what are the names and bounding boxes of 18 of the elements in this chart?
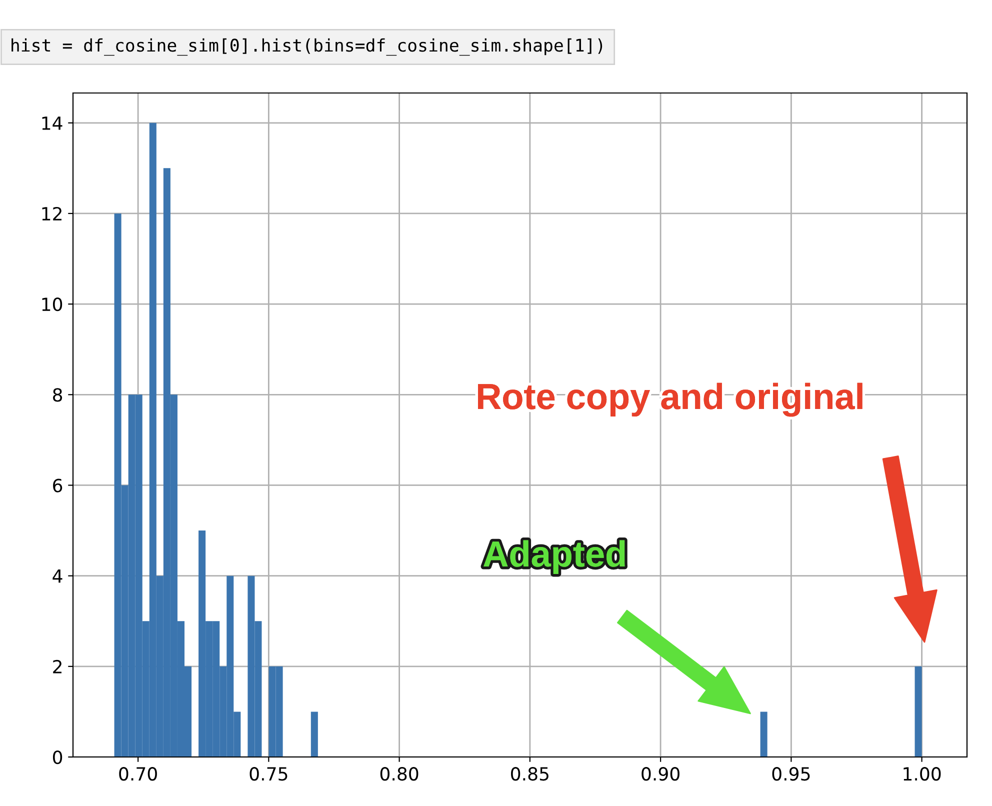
y-tick-label: 0 (52, 750, 62, 764)
y-tick-label: 10 (42, 298, 62, 312)
x-tick-label: 0.70 (119, 767, 157, 781)
x-tick-label: 0.90 (642, 767, 680, 781)
text: hist = df_cosine_sim[0].hist(bins=df_cosine_sim.shape[1]) (12, 38, 602, 56)
y-tick-label: 12 (42, 206, 62, 220)
annotation: Adapted (484, 540, 625, 574)
y-tick-label: 2 (53, 660, 62, 674)
y-tick-label: 14 (42, 116, 62, 130)
x-tick-label: 0.75 (250, 767, 288, 781)
x-tick-label: 0.95 (772, 767, 810, 781)
annotation: Rote copy and original (478, 382, 862, 417)
y-tick-label: 4 (52, 570, 62, 583)
y-tick-label: 6 (53, 478, 62, 492)
y-tick-label: 8 (53, 388, 62, 402)
x-tick-label: 1.00 (904, 767, 941, 781)
x-tick-label: 0.80 (380, 767, 418, 781)
x-tick-label: 0.85 (511, 767, 548, 781)
